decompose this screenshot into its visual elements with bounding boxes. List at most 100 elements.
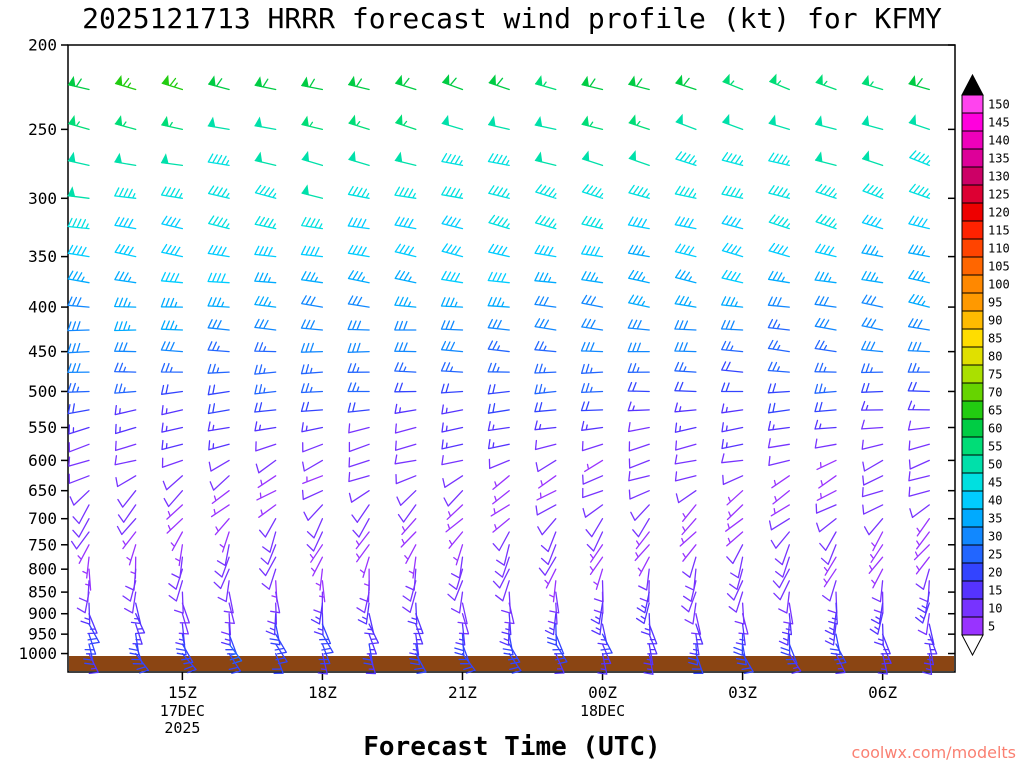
colorbar-cell <box>961 562 984 582</box>
barb-staff <box>67 321 90 332</box>
barb-staff <box>300 401 324 413</box>
wind-barb <box>445 518 464 533</box>
wind-barb <box>638 568 650 591</box>
wind-barb <box>814 401 837 413</box>
barb-staff <box>814 438 837 449</box>
barb-staff <box>114 405 137 416</box>
wind-barb <box>771 475 790 489</box>
barb-staff <box>627 244 650 258</box>
barb-staff <box>168 580 184 602</box>
wind-barb <box>394 362 417 373</box>
x-tick-label: 00Z <box>588 683 617 702</box>
wind-barb <box>309 544 324 563</box>
wind-barb <box>722 474 744 486</box>
wind-barb <box>767 420 790 431</box>
barb-staff <box>301 158 324 167</box>
wind-barb <box>534 116 557 131</box>
barb-staff <box>534 363 557 374</box>
wind-barb <box>394 186 417 199</box>
barb-staff <box>870 602 884 625</box>
barb-staff <box>735 623 746 646</box>
barb-staff <box>488 214 510 230</box>
colorbar-label: 35 <box>988 512 1002 526</box>
barb-staff <box>306 531 324 552</box>
barb-staff <box>721 438 744 450</box>
colorbar-cell <box>961 238 984 258</box>
wind-barb <box>775 556 790 578</box>
wind-barb <box>860 400 884 411</box>
wind-barb <box>356 544 370 563</box>
barb-staff <box>582 504 604 518</box>
wind-barb <box>540 544 557 566</box>
barb-staff <box>67 160 90 167</box>
watermark-link[interactable]: coolwx.com/modelts <box>852 743 1016 762</box>
wind-barb <box>301 216 324 230</box>
barb-staff <box>814 295 837 308</box>
barb-staff <box>729 568 744 591</box>
wind-barb <box>301 150 324 167</box>
wind-barb <box>160 384 184 395</box>
wind-barb <box>72 518 90 538</box>
barb-staff <box>355 531 370 550</box>
barb-staff <box>488 185 510 199</box>
barb-staff <box>682 580 697 602</box>
barb-staff <box>453 544 464 566</box>
wind-barb <box>394 440 417 451</box>
y-tick-label: 650 <box>28 481 57 500</box>
wind-barb <box>815 183 837 199</box>
wind-barb <box>496 544 510 566</box>
barb-staff <box>538 475 557 489</box>
wind-barb <box>443 490 464 507</box>
wind-barb <box>627 363 650 373</box>
colorbar-cell <box>961 202 984 222</box>
wind-barb <box>347 270 370 284</box>
colorbar-cell <box>961 274 984 294</box>
barb-staff <box>916 531 930 550</box>
wind-barb <box>114 115 137 131</box>
wind-barb <box>674 342 697 353</box>
barb-staff <box>767 420 790 431</box>
wind-barb <box>214 518 230 536</box>
barb-staff <box>721 269 744 284</box>
barb-staff <box>689 633 700 656</box>
barb-staff <box>441 422 464 433</box>
barb-staff <box>207 403 230 415</box>
barb-staff <box>861 244 884 258</box>
wind-barb <box>721 269 744 284</box>
wind-barb <box>124 591 137 614</box>
barb-staff <box>207 244 230 258</box>
colorbar-label: 5 <box>988 620 995 634</box>
barb-staff <box>908 183 931 199</box>
wind-barb <box>114 297 137 308</box>
wind-barb <box>908 471 930 482</box>
barb-staff <box>300 271 324 284</box>
wind-barb <box>409 643 421 666</box>
date-label: 18DEC <box>580 702 625 720</box>
barb-staff <box>309 544 324 563</box>
colorbar-cell <box>961 490 984 510</box>
wind-barb <box>767 402 790 414</box>
wind-barb <box>632 518 650 538</box>
wind-barb <box>408 556 417 579</box>
barb-staff <box>600 633 613 655</box>
wind-barb <box>348 150 370 167</box>
barb-staff <box>348 423 370 434</box>
barb-staff <box>347 382 370 393</box>
barb-staff <box>540 544 557 566</box>
barb-staff <box>534 340 557 353</box>
wind-barb <box>359 556 370 578</box>
barb-staff <box>134 613 146 635</box>
wind-barb <box>535 184 557 199</box>
barb-staff <box>537 518 557 536</box>
barb-staff <box>301 216 324 230</box>
barb-staff <box>908 486 930 497</box>
colorbar-label: 60 <box>988 422 1002 436</box>
barb-staff <box>271 580 278 603</box>
barb-staff <box>627 342 650 353</box>
wind-barb <box>773 580 790 601</box>
wind-barb <box>627 421 650 433</box>
colorbar-cell <box>961 418 984 438</box>
wind-barb <box>114 74 137 91</box>
wind-barb <box>534 318 557 331</box>
wind-barb <box>301 76 324 91</box>
